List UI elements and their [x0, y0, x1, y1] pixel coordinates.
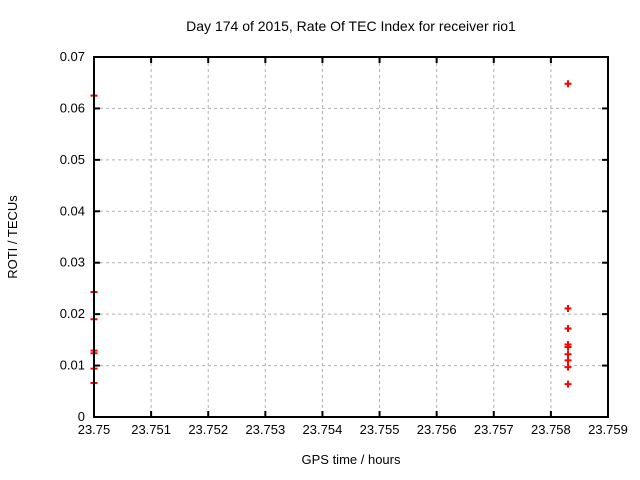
x-tick-label: 23.751: [131, 422, 171, 437]
y-tick-label: 0.02: [60, 306, 85, 321]
data-point-marker: [564, 350, 572, 358]
data-point-marker: [564, 80, 572, 88]
grid-layer: [93, 56, 609, 418]
data-point-marker: [564, 304, 572, 312]
data-point-marker: [564, 380, 572, 388]
x-tick-label: 23.759: [588, 422, 628, 437]
x-tick-label: 23.752: [188, 422, 228, 437]
plot-border: [93, 56, 609, 418]
y-tick-label: 0.03: [60, 255, 85, 270]
data-point-marker: [564, 356, 572, 364]
y-tick-label: 0.05: [60, 152, 85, 167]
data-point-marker: [564, 325, 572, 333]
y-tick-label: 0: [78, 409, 85, 424]
y-tick-label: 0.04: [60, 203, 85, 218]
x-tick-label: 23.75: [78, 422, 111, 437]
x-tick-label: 23.757: [474, 422, 514, 437]
x-tick-label: 23.754: [303, 422, 343, 437]
tick-labels-layer: 23.75 23.751 23.752 23.753 23.754 23.755 23.75…: [60, 49, 628, 437]
x-tick-label: 23.756: [417, 422, 457, 437]
y-tick-label: 0.01: [60, 358, 85, 373]
tick-marks-layer: [93, 56, 609, 418]
x-tick-label: 23.755: [360, 422, 400, 437]
y-axis-label: ROTI / TECUs: [5, 195, 20, 279]
x-tick-label: 23.758: [531, 422, 571, 437]
chart-title: Day 174 of 2015, Rate Of TEC Index for r…: [186, 18, 516, 34]
y-tick-label: 0.06: [60, 100, 85, 115]
y-tick-label: 0.07: [60, 49, 85, 64]
data-points-layer: [90, 80, 572, 388]
x-tick-label: 23.753: [245, 422, 285, 437]
data-point-marker: [564, 343, 572, 351]
data-point-marker: [564, 363, 572, 371]
x-axis-label: GPS time / hours: [302, 452, 401, 467]
